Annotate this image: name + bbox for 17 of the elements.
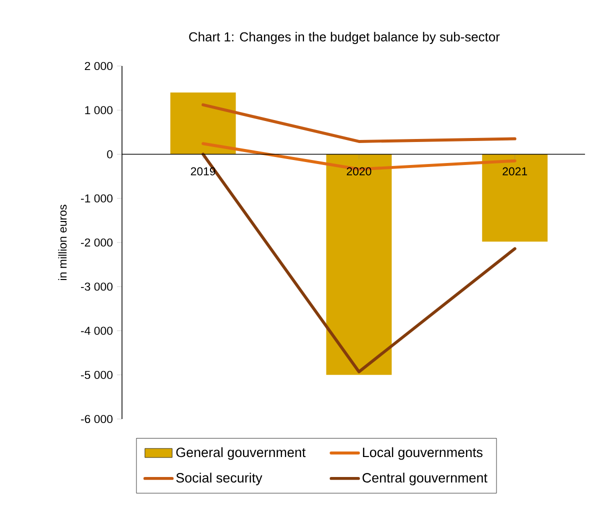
legend-label: Local gouvernments — [363, 447, 482, 460]
y-tick-label: -4 000 — [81, 326, 113, 335]
legend-label: General gouvernment — [176, 447, 306, 460]
legend-label: Central gouvernment — [362, 472, 488, 486]
y-tick-label: -1 000 — [81, 194, 113, 202]
x-tick-label: 2021 — [502, 167, 528, 176]
y-tick-label: 2 000 — [84, 62, 113, 70]
y-axis-title: in million euros — [58, 204, 67, 280]
y-tick-label: 1 000 — [85, 106, 113, 114]
chart-title: Chart 1: Changes in the budget balance by sub-sector — [189, 32, 500, 44]
y-tick-label: 0 — [107, 150, 113, 158]
y-tick-label: -6 000 — [81, 414, 113, 424]
y-tick-label: -2 000 — [81, 238, 113, 247]
x-tick-label: 2020 — [346, 167, 372, 176]
y-tick-label: -5 000 — [81, 370, 113, 379]
legend-label: Social security — [176, 472, 262, 486]
y-tick-label: -3 000 — [81, 282, 113, 291]
